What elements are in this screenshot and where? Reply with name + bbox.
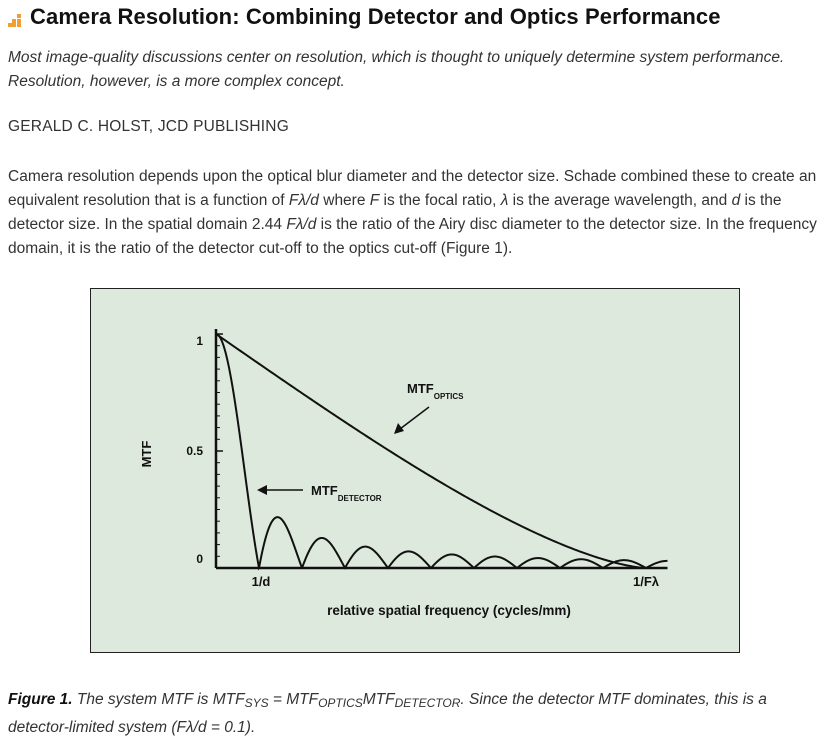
article-subtitle: Most image-quality discussions center on… <box>8 49 785 90</box>
series-line-mtf-detector <box>215 333 668 571</box>
figure-caption: Figure 1. The system MTF is MTFSYS = MTF… <box>8 691 767 736</box>
series-line-mtf-optics <box>215 333 647 569</box>
y-tick-label: 0.5 <box>186 444 203 458</box>
y-tick-label: 0 <box>196 552 203 566</box>
legend-label-mtf-detector: MTFDETECTOR <box>311 483 382 503</box>
arrowhead-icon <box>257 485 267 495</box>
x-tick-label: 1/Fλ <box>633 574 660 589</box>
article-body: Camera resolution depends upon the optic… <box>8 168 817 257</box>
y-axis-label: MTF <box>139 441 154 468</box>
x-axis-label: relative spatial frequency (cycles/mm) <box>327 603 571 618</box>
mtf-chart: MTF 1 0.5 0 1/d 1/Fλ relative spatial fr… <box>139 329 668 618</box>
legend-label-mtf-optics: MTFOPTICS <box>407 381 464 401</box>
title-bullet-icon <box>8 14 21 27</box>
article-byline: GERALD C. HOLST, JCD PUBLISHING <box>8 118 289 135</box>
arrowhead-icon <box>394 423 404 434</box>
y-tick-label: 1 <box>196 334 203 348</box>
page-title: Camera Resolution: Combining Detector an… <box>30 4 721 29</box>
title-row: Camera Resolution: Combining Detector an… <box>8 4 721 30</box>
x-tick-label: 1/d <box>252 574 271 589</box>
figure-1: MTF 1 0.5 0 1/d 1/Fλ relative spatial fr… <box>90 288 740 653</box>
